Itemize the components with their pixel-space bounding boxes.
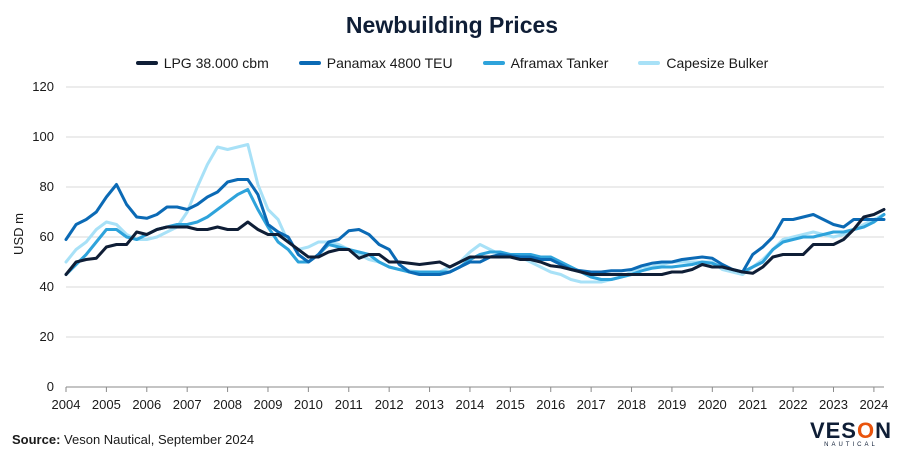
x-tick-label: 2020 — [698, 397, 727, 412]
veson-logo: VESON NAUTICAL — [809, 418, 892, 449]
x-tick-label: 2022 — [779, 397, 808, 412]
x-tick-label: 2009 — [254, 397, 283, 412]
y-tick-label: 20 — [40, 329, 54, 344]
legend-entry: Capesize Bulker — [638, 55, 768, 71]
x-tick-label: 2015 — [496, 397, 525, 412]
source-label: Source: — [12, 432, 61, 447]
series-line-panamax-4800-teu — [64, 178, 886, 276]
legend-entry: Panamax 4800 TEU — [298, 55, 453, 71]
legend-label: Capesize Bulker — [666, 55, 769, 71]
x-tick-label: 2006 — [132, 397, 161, 412]
x-tick-label: 2016 — [536, 397, 565, 412]
legend-entry: LPG 38.000 cbm — [135, 55, 269, 71]
x-tick-label: 2004 — [52, 397, 81, 412]
x-tick-label: 2018 — [617, 397, 646, 412]
x-tick-label: 2010 — [294, 397, 323, 412]
legend-label: Panamax 4800 TEU — [326, 55, 453, 71]
y-tick-label: 60 — [40, 229, 54, 244]
logo-wordmark: VESON — [809, 418, 892, 443]
legend-label: Aframax Tanker — [510, 55, 609, 71]
y-tick-label: 120 — [32, 79, 54, 94]
x-tick-label: 2013 — [415, 397, 444, 412]
x-tick-label: 2024 — [859, 397, 888, 412]
legend-entry: Aframax Tanker — [482, 55, 609, 71]
y-tick-label: 0 — [47, 379, 54, 394]
series-lines — [64, 143, 886, 284]
x-tick-label: 2008 — [213, 397, 242, 412]
x-tick-label: 2021 — [738, 397, 767, 412]
logo-subtext: NAUTICAL — [824, 442, 878, 448]
series-line-aframax-tanker — [64, 188, 886, 281]
source-note: Source: Veson Nautical, September 2024 — [12, 432, 254, 447]
legend-label: LPG 38.000 cbm — [163, 55, 269, 71]
y-tick-label: 100 — [32, 129, 54, 144]
x-tick-label: 2019 — [657, 397, 686, 412]
y-axis-label: USD m — [11, 213, 26, 255]
legend-swatch — [298, 61, 321, 65]
legend-swatch — [482, 61, 505, 65]
chart-title: Newbuilding Prices — [345, 12, 559, 38]
series-line-lpg-38-000-cbm — [64, 208, 886, 276]
y-tick-label: 80 — [40, 179, 54, 194]
x-tick-label: 2014 — [455, 397, 484, 412]
chart-legend: LPG 38.000 cbm Panamax 4800 TEU Aframax Ta… — [0, 55, 904, 71]
x-axis-ticks: 2004 2005 2006 2007 2008 2009 2010 2011 2012 2013… — [52, 387, 888, 412]
x-tick-label: 2011 — [335, 397, 363, 412]
legend-swatch — [638, 61, 661, 65]
y-tick-label: 40 — [40, 279, 54, 294]
legend-swatch — [135, 61, 158, 65]
grid-lines — [66, 86, 884, 388]
source-text: Veson Nautical, September 2024 — [64, 432, 255, 447]
x-tick-label: 2005 — [92, 397, 121, 412]
y-axis-ticks: 0 20 40 60 80 100 120 — [32, 79, 54, 394]
x-tick-label: 2023 — [819, 397, 848, 412]
x-tick-label: 2017 — [577, 397, 606, 412]
x-tick-label: 2007 — [173, 397, 202, 412]
x-tick-label: 2012 — [375, 397, 404, 412]
line-chart: 0 20 40 60 80 100 120 2004 2005 2006 2007 2008 2009… — [11, 79, 888, 412]
